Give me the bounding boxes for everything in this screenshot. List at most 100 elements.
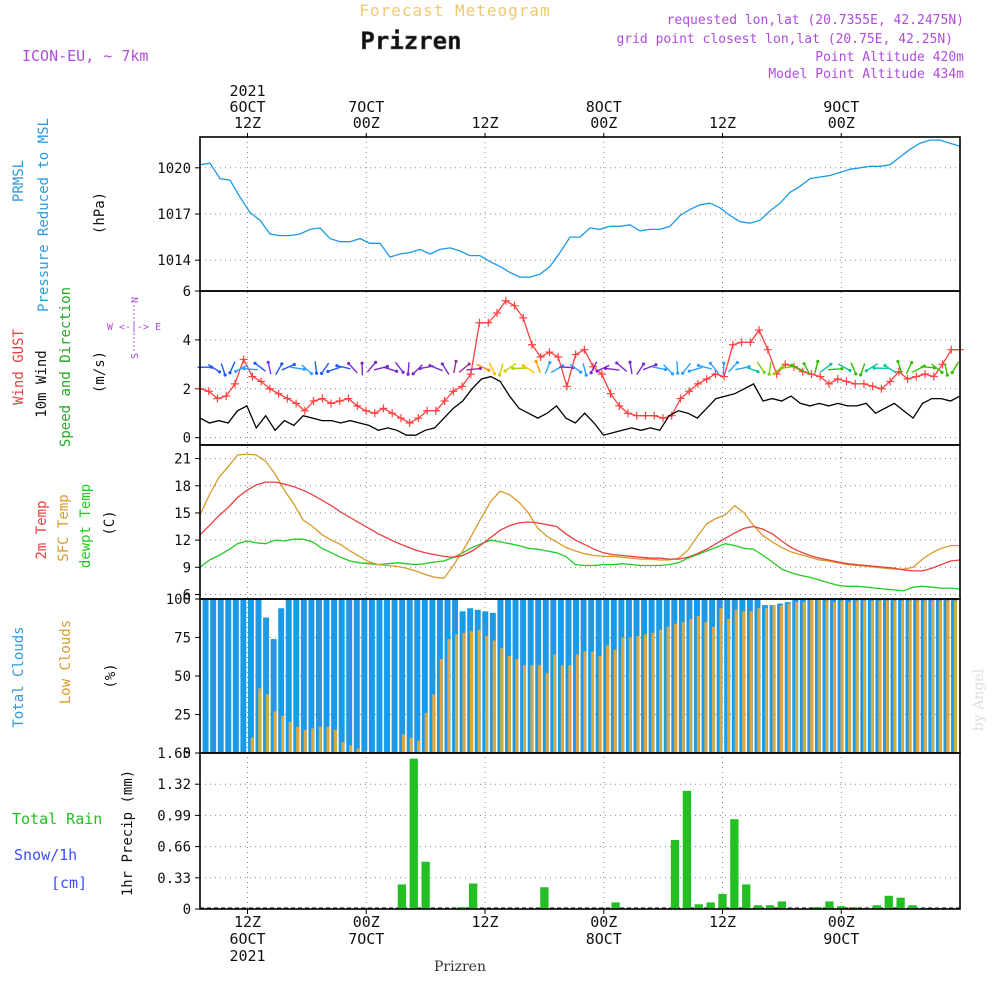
precip-bar	[421, 861, 430, 909]
total-clouds-label: Total Clouds	[11, 626, 27, 727]
wind-arrow-head	[534, 359, 538, 364]
wind-arrow	[682, 362, 692, 374]
wind-arrow-head	[780, 366, 784, 370]
low-cloud-bar	[908, 600, 912, 753]
wind-arrow-head	[319, 371, 324, 375]
total-cloud-bar	[285, 599, 292, 753]
wind-gust-marker	[921, 370, 930, 379]
total-cloud-bar	[399, 599, 406, 753]
wind-arrow	[254, 362, 266, 372]
wind-arrow	[336, 364, 351, 370]
wind-speed-dir-label: Speed and Direction	[58, 287, 74, 447]
low-cloud-bar	[802, 602, 806, 753]
low-cloud-bar	[696, 615, 700, 753]
wind-gust-marker	[554, 353, 563, 361]
snow-unit-label: [cm]	[51, 874, 87, 892]
low-cloud-bar	[281, 716, 285, 753]
wind-arrow-head	[428, 364, 432, 368]
wind-arrow	[569, 363, 582, 373]
wind-gust-marker	[580, 345, 589, 354]
temp-panel-frame	[199, 444, 961, 600]
time-label-top: 2021	[229, 82, 265, 100]
wind-arrow	[768, 362, 772, 375]
precip-bar	[837, 906, 846, 909]
time-label-bottom: 9OCT	[823, 930, 859, 948]
wind-arrow-head	[234, 369, 238, 374]
y-tick-label: 0	[183, 746, 191, 762]
wind-arrow-head	[762, 370, 766, 375]
low-cloud-bar	[590, 651, 594, 753]
wind-gust-marker	[449, 387, 458, 396]
precip-bar	[742, 884, 751, 909]
wind-arrow-head	[217, 370, 222, 374]
low-cloud-bar	[349, 745, 353, 753]
low-cloud-bar	[719, 608, 723, 753]
wind-arrow	[281, 363, 295, 371]
wind-arrow	[756, 361, 765, 373]
low-cloud-bar	[689, 619, 693, 753]
wind-gust-marker	[746, 338, 755, 347]
wind-arrow-head	[326, 369, 330, 374]
wind-gust-marker	[458, 382, 467, 391]
y-tick-label: 4	[183, 333, 191, 349]
wind-gust-marker	[265, 384, 274, 393]
low-cloud-bar	[401, 734, 405, 753]
wind-arrow-head	[406, 372, 410, 376]
y-tick-label: 0.99	[157, 808, 191, 824]
wind-arrow-head	[579, 370, 583, 374]
wind-arrow	[596, 364, 610, 372]
time-label-top: 12Z	[709, 114, 736, 132]
wind-gust-marker	[318, 394, 327, 403]
y-tick-label: 12	[174, 533, 191, 549]
total-cloud-bar	[247, 599, 254, 753]
wind-gust-marker	[292, 399, 301, 408]
low-cloud-bar	[938, 600, 942, 753]
wind-arrow-head	[335, 364, 339, 368]
wind-arrow-head	[829, 362, 833, 366]
wind-gust-marker	[501, 296, 510, 305]
wind-arrow-head	[859, 373, 863, 377]
wind-arrow	[275, 363, 283, 375]
wind-arrow	[366, 361, 377, 373]
sfc-temp-line	[199, 453, 960, 579]
wind-arrow-head	[440, 362, 444, 366]
wind-arrow-head	[840, 367, 844, 371]
wind-gust-marker	[755, 326, 764, 335]
low-cloud-bar	[651, 632, 655, 753]
low-cloud-bar	[749, 611, 753, 753]
wind-arrow	[267, 362, 272, 375]
low-cloud-bar	[265, 694, 269, 753]
low-cloud-bar	[923, 600, 927, 753]
low-cloud-bar	[424, 712, 428, 753]
wind-arrow	[819, 363, 832, 373]
temp-dewpt-label: dewpt Temp	[78, 484, 94, 568]
wind-gust-marker	[344, 394, 353, 403]
low-cloud-bar	[296, 726, 300, 753]
wind-arrow-head	[696, 363, 701, 367]
low-cloud-bar	[522, 665, 526, 753]
low-cloud-bar	[916, 600, 920, 753]
low-cloud-bar	[258, 688, 262, 753]
wind-arrow-head	[223, 373, 227, 377]
wind-gust-marker	[859, 379, 868, 388]
wind-gust-marker	[327, 399, 336, 408]
precip-bar	[813, 907, 822, 909]
low-cloud-bar	[432, 694, 436, 753]
y-tick-label: 9	[183, 560, 191, 576]
plot-layer: 20216OCT12Z12Z6OCT20217OCT00Z00Z7OCT12Z1…	[157, 82, 964, 965]
model-label: ICON-EU, ~ 7km	[22, 47, 148, 65]
low-cloud-bar	[734, 609, 738, 753]
low-cloud-bar	[666, 626, 670, 753]
total-cloud-bar	[338, 599, 345, 753]
precip-bar	[468, 883, 478, 909]
low-cloud-bar	[870, 600, 874, 753]
wind-arrow-head	[347, 361, 351, 366]
total-cloud-bar	[210, 599, 217, 753]
grid-point-coords: grid point closest lon,lat (20.75E, 42.2…	[616, 32, 953, 47]
wind-arrow-head	[242, 367, 246, 371]
total-cloud-bar	[421, 599, 428, 753]
precip-bar	[848, 907, 858, 909]
wind-gust-marker	[545, 348, 554, 357]
low-cloud-bar	[742, 611, 746, 753]
low-cloud-bar	[946, 600, 950, 753]
